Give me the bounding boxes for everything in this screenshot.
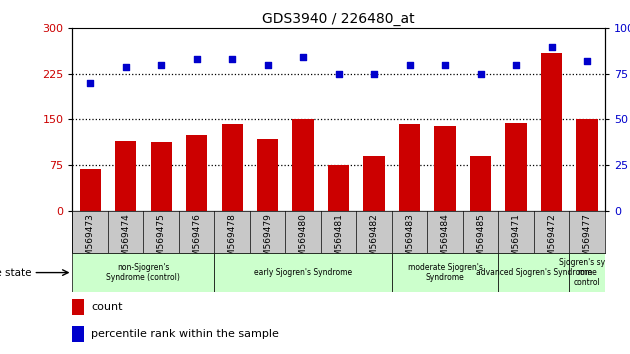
Text: GSM569482: GSM569482 (370, 213, 379, 268)
Text: count: count (91, 302, 123, 313)
Text: GSM569478: GSM569478 (227, 213, 237, 268)
Bar (186, 135, 207, 211)
Text: GSM569480: GSM569480 (299, 213, 307, 268)
Point (192, 57, 202, 62)
Text: GSM569479: GSM569479 (263, 213, 272, 268)
Text: GSM569472: GSM569472 (547, 213, 556, 268)
Text: GSM569483: GSM569483 (405, 213, 414, 268)
Text: GSM569477: GSM569477 (583, 213, 592, 268)
Point (120, 64, 131, 69)
Text: early Sjogren's Syndrome: early Sjogren's Syndrome (254, 268, 352, 277)
Point (156, 62, 166, 68)
Bar (392, 253, 498, 292)
Point (85, 80, 95, 86)
Text: moderate Sjogren's
Syndrome: moderate Sjogren's Syndrome (408, 263, 483, 282)
Text: GSM569481: GSM569481 (334, 213, 343, 268)
Bar (576, 120, 598, 211)
Bar (79, 169, 101, 211)
Point (582, 58, 592, 64)
Text: disease state: disease state (0, 268, 32, 278)
Text: Sjogren's synd
rome
control: Sjogren's synd rome control (559, 258, 615, 287)
Title: GDS3940 / 226480_at: GDS3940 / 226480_at (262, 12, 415, 26)
Bar (570, 253, 605, 292)
Text: GSM569485: GSM569485 (476, 213, 485, 268)
Point (404, 62, 415, 68)
Text: percentile rank within the sample: percentile rank within the sample (91, 329, 279, 339)
Bar (399, 124, 420, 211)
Point (511, 62, 521, 68)
Point (227, 57, 237, 62)
Text: advanced Sjogren's Syndrome: advanced Sjogren's Syndrome (476, 268, 592, 277)
Bar (115, 141, 136, 211)
Bar (72, 326, 84, 342)
Bar (292, 120, 314, 211)
Text: GSM569474: GSM569474 (121, 213, 130, 268)
Bar (364, 156, 385, 211)
Bar (214, 253, 392, 292)
Bar (470, 156, 491, 211)
Point (476, 71, 486, 77)
Bar (222, 124, 243, 211)
Text: GSM569471: GSM569471 (512, 213, 520, 268)
Point (298, 55, 308, 60)
Point (546, 44, 557, 49)
Text: GSM569476: GSM569476 (192, 213, 201, 268)
Text: GSM569475: GSM569475 (157, 213, 166, 268)
Bar (72, 299, 84, 315)
Point (263, 62, 273, 68)
Text: GSM569484: GSM569484 (440, 213, 450, 268)
Bar (541, 53, 562, 211)
Bar (498, 253, 570, 292)
Bar (72, 253, 214, 292)
Bar (257, 139, 278, 211)
Text: non-Sjogren's
Syndrome (control): non-Sjogren's Syndrome (control) (106, 263, 180, 282)
Point (369, 71, 379, 77)
Bar (328, 165, 349, 211)
Bar (151, 142, 172, 211)
Point (440, 62, 450, 68)
Bar (505, 122, 527, 211)
Text: GSM569473: GSM569473 (86, 213, 94, 268)
Bar (435, 126, 455, 211)
Point (333, 71, 343, 77)
